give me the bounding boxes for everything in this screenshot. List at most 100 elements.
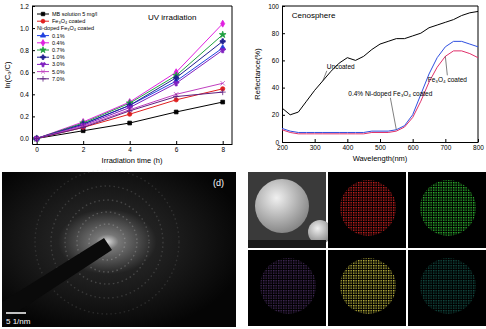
legend-entry: 0.1% [37, 33, 65, 39]
legend: MB solution 5 mg/lFe₃O₄ coatedNi-doped F… [37, 11, 97, 82]
y-tick-label: 0.2 [20, 113, 29, 120]
x-tick-label: 8 [221, 146, 225, 153]
data-point [221, 100, 225, 104]
legend-entry: 1.0% [37, 54, 65, 60]
y-tick-label: 1.2 [20, 3, 29, 10]
series-label: Uncoated [327, 63, 355, 70]
map-tile [248, 250, 326, 326]
x-tick-label: 2 [82, 146, 86, 153]
data-point [34, 136, 38, 140]
x-tick-mark [223, 141, 224, 144]
legend-marker [40, 76, 46, 82]
x-tick-mark [413, 139, 414, 142]
beam-stop [2, 238, 112, 322]
legend-marker [41, 12, 44, 15]
x-tick: 6 [175, 141, 179, 153]
label-arrow [323, 71, 327, 81]
x-tick-mark [83, 141, 84, 144]
data-point [174, 110, 178, 114]
series-line [37, 41, 223, 138]
panel-label: (d) [213, 178, 224, 188]
y-tick-label: 80 [272, 30, 280, 37]
data-point [220, 48, 226, 53]
x-tick: 8 [221, 141, 225, 153]
y-tick-mark [282, 33, 285, 34]
data-point [220, 89, 226, 95]
map-tile [328, 172, 406, 248]
x-tick-label: 500 [375, 144, 386, 151]
data-point [128, 121, 132, 125]
legend-entry: 7.0% [37, 76, 65, 82]
x-tick: 0 [35, 141, 39, 153]
figure: 024680.00.20.40.60.81.01.2Irradiation ti… [0, 0, 486, 329]
y-tick-label: 0 [275, 139, 279, 146]
series-line [37, 83, 223, 138]
y-axis-line [282, 7, 283, 143]
y-tick: 0.2 [20, 113, 35, 120]
sem-sphere [255, 179, 309, 233]
legend-entry: 0.7% [37, 47, 65, 53]
legend-label: 0.7% [52, 47, 65, 53]
x-tick: 300 [310, 139, 321, 151]
tile-background [328, 172, 406, 248]
legend-label: 5.0% [52, 69, 65, 75]
plot-area [282, 11, 478, 133]
element-map [420, 180, 476, 236]
data-point [34, 136, 40, 141]
x-tick-mark [380, 139, 381, 142]
x-tick-label: 4 [128, 146, 132, 153]
y-tick-mark [282, 115, 285, 116]
y-axis-line [32, 7, 33, 145]
data-point [174, 75, 179, 80]
y-tick: 0.0 [20, 135, 35, 142]
x-axis-title: Wavelength(nm) [353, 154, 408, 163]
y-tick-label: 100 [268, 3, 279, 10]
frame [32, 6, 232, 7]
y-tick-mark [32, 116, 35, 117]
x-axis: 0 2 4 6 8 [33, 141, 233, 153]
x-tick-label: 800 [473, 144, 484, 151]
data-point [127, 108, 133, 114]
y-tick-label: 60 [272, 57, 280, 64]
y-tick-mark [282, 60, 285, 61]
x-axis: 200300400500600700800 [277, 139, 484, 151]
x-axis-line [33, 144, 233, 145]
y-axis: 020406080100 [268, 3, 285, 146]
annotation: UV irradiation [148, 13, 196, 22]
data-point [221, 81, 225, 85]
x-tick-label: 0 [35, 146, 39, 153]
x-tick: 2 [82, 141, 86, 153]
x-tick: 500 [375, 139, 386, 151]
y-axis: 0.00.20.40.60.81.01.2 [20, 3, 35, 145]
y-tick-label: 20 [272, 111, 280, 118]
series-line [282, 51, 478, 134]
legend-marker [41, 70, 45, 74]
data-point [220, 39, 225, 44]
y-tick: 1.0 [20, 25, 35, 32]
plot-area [33, 20, 226, 142]
legend-marker [41, 19, 45, 23]
y-tick: 0.6 [20, 69, 35, 76]
y-tick-label: 1.0 [20, 25, 29, 32]
annotation: Cenosphere [292, 11, 336, 20]
series-line [37, 50, 223, 138]
x-tick-label: 6 [175, 146, 179, 153]
y-tick-label: 0.6 [20, 69, 29, 76]
data-point [173, 81, 179, 86]
x-tick-label: 300 [310, 144, 321, 151]
series-line [37, 24, 223, 139]
series-line [37, 102, 223, 138]
data-point [80, 124, 86, 130]
label-arrow [445, 56, 447, 75]
scale-bar-label: 5 1/nm [6, 317, 31, 326]
y-tick-mark [32, 50, 35, 51]
series-line [37, 92, 223, 138]
x-tick: 400 [342, 139, 353, 151]
legend-entry: Fe₃O₄ coated [37, 18, 85, 24]
y-tick-mark [282, 88, 285, 89]
y-tick: 0.8 [20, 47, 35, 54]
data-point [219, 31, 226, 37]
info-bar [248, 240, 326, 248]
y-tick-label: 0.8 [20, 47, 29, 54]
frame [478, 6, 479, 142]
